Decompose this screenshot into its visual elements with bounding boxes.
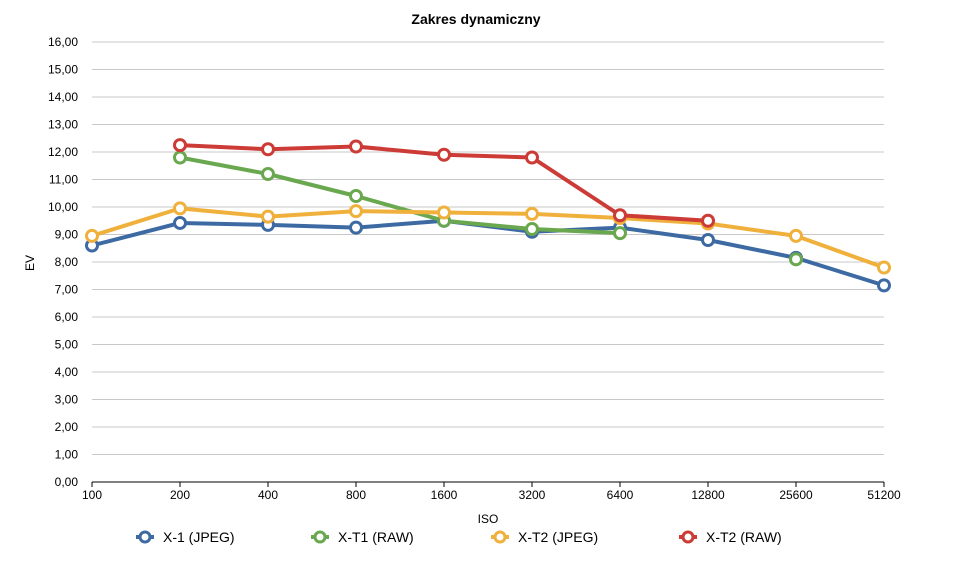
data-point — [349, 139, 363, 154]
data-point — [437, 205, 451, 220]
x-tick-label: 200 — [170, 488, 190, 502]
data-point — [789, 228, 803, 243]
y-tick-label: 8,00 — [55, 255, 79, 269]
data-point — [437, 147, 451, 162]
data-point — [525, 206, 539, 221]
y-tick-label: 2,00 — [55, 420, 79, 434]
data-point — [349, 220, 363, 235]
data-point — [877, 260, 891, 275]
x-tick-label: 100 — [82, 488, 102, 502]
legend-item: X-1 (JPEG) — [136, 529, 235, 545]
data-point — [261, 167, 275, 181]
data-point — [85, 228, 99, 243]
legend-marker — [493, 530, 507, 544]
legend-label: X-1 (JPEG) — [163, 529, 235, 545]
y-tick-label: 12,00 — [48, 145, 78, 159]
data-point — [613, 226, 627, 241]
y-tick-label: 11,00 — [49, 173, 78, 187]
y-tick-label: 5,00 — [55, 338, 79, 352]
y-tick-label: 6,00 — [55, 310, 79, 324]
data-point — [789, 252, 803, 267]
x-tick-label: 800 — [346, 488, 366, 502]
data-point — [701, 233, 715, 247]
data-point — [701, 213, 715, 228]
legend-label: X-T2 (RAW) — [706, 529, 782, 545]
legend: X-1 (JPEG) X-T1 (RAW) X-T2 (JPEG) X-T2 (RAW… — [136, 529, 782, 545]
y-tick-label: 10,00 — [48, 200, 78, 214]
series-4 — [173, 138, 715, 228]
x-tick-label: 25600 — [779, 488, 813, 502]
x-axis-ticks: 100 200 400 800 1600 3200 6400 12800 25600 51200 — [82, 482, 901, 502]
series-line — [178, 155, 622, 236]
x-tick-label: 6400 — [607, 488, 634, 502]
legend-marker — [681, 530, 695, 544]
series-2 — [173, 150, 803, 267]
series-line — [90, 206, 886, 270]
x-tick-label: 3200 — [519, 488, 546, 502]
series-layer — [85, 138, 891, 293]
x-tick-label: 400 — [258, 488, 278, 502]
data-point — [173, 138, 187, 153]
y-tick-label: 1,00 — [55, 448, 79, 462]
x-axis-label: ISO — [478, 512, 499, 526]
legend-item: X-T1 (RAW) — [311, 529, 414, 545]
data-point — [877, 278, 891, 293]
y-tick-label: 9,00 — [55, 228, 79, 242]
y-tick-label: 7,00 — [55, 283, 79, 297]
data-point — [261, 142, 275, 157]
y-tick-label: 4,00 — [55, 365, 79, 379]
legend-marker — [138, 530, 152, 544]
y-tick-label: 0,00 — [55, 475, 79, 489]
data-point — [525, 150, 539, 165]
data-point — [613, 208, 627, 223]
data-point — [173, 215, 187, 230]
data-point — [173, 150, 187, 165]
data-point — [349, 189, 363, 203]
legend-item: X-T2 (RAW) — [679, 529, 782, 545]
y-tick-label: 14,00 — [48, 90, 78, 104]
legend-item: X-T2 (JPEG) — [491, 529, 598, 545]
data-point — [349, 204, 363, 219]
legend-marker — [313, 530, 327, 544]
x-tick-label: 1600 — [431, 488, 458, 502]
data-point — [261, 209, 275, 224]
legend-label: X-T2 (JPEG) — [518, 529, 598, 545]
chart-title: Zakres dynamiczny — [411, 11, 540, 27]
legend-label: X-T1 (RAW) — [338, 529, 414, 545]
y-tick-label: 13,00 — [48, 118, 78, 132]
y-axis-label: EV — [23, 255, 37, 271]
data-point — [173, 201, 187, 216]
y-tick-label: 15,00 — [48, 63, 78, 77]
y-tick-label: 3,00 — [55, 393, 79, 407]
y-axis-ticks: 0,00 1,00 2,00 3,00 4,00 5,00 6,00 7,00 8,00 9,00… — [48, 35, 78, 489]
y-tick-label: 16,00 — [48, 35, 78, 49]
grid — [92, 41, 884, 483]
x-tick-label: 12800 — [691, 488, 725, 502]
data-point — [525, 222, 539, 236]
x-tick-label: 51200 — [867, 488, 901, 502]
